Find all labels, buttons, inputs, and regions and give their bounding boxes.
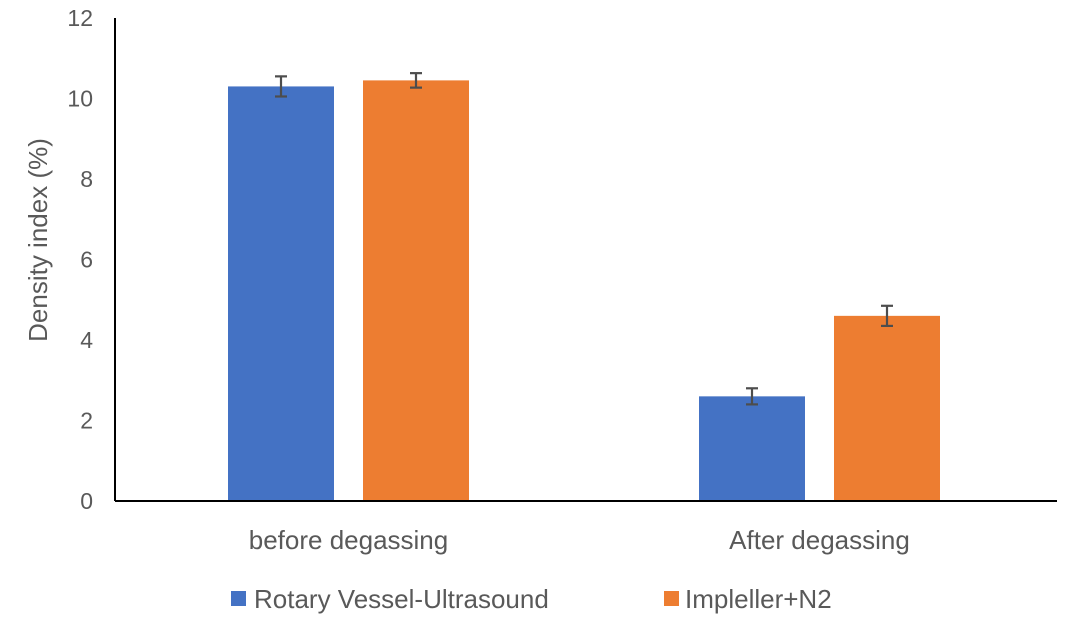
- y-tick-label: 0: [80, 488, 93, 514]
- bars: [228, 80, 940, 502]
- bar: [363, 80, 469, 501]
- legend-swatch: [231, 591, 246, 606]
- bar: [834, 315, 940, 501]
- x-category-label: before degassing: [249, 525, 448, 555]
- x-category-label: After degassing: [729, 525, 910, 555]
- legend-label: Rotary Vessel-Ultrasound: [254, 584, 549, 614]
- y-tick-label: 8: [80, 166, 93, 192]
- bar: [228, 86, 334, 502]
- y-tick-label: 6: [80, 247, 93, 273]
- legend-swatch: [664, 591, 679, 606]
- y-axis-title: Density index (%): [23, 138, 53, 342]
- y-tick-label: 12: [67, 5, 93, 31]
- y-tick-label: 10: [67, 86, 93, 112]
- error-bars: [275, 72, 893, 406]
- y-tick-label: 4: [80, 327, 93, 353]
- bar: [699, 396, 805, 501]
- legend-label: Impleller+N2: [685, 584, 832, 614]
- y-tick-label: 2: [80, 408, 93, 434]
- legend: Rotary Vessel-Ultrasound Impleller+N2: [231, 584, 832, 614]
- y-tick-labels: 0 2 4 6 8 10 12: [67, 5, 93, 514]
- x-category-labels: before degassing After degassing: [249, 525, 910, 555]
